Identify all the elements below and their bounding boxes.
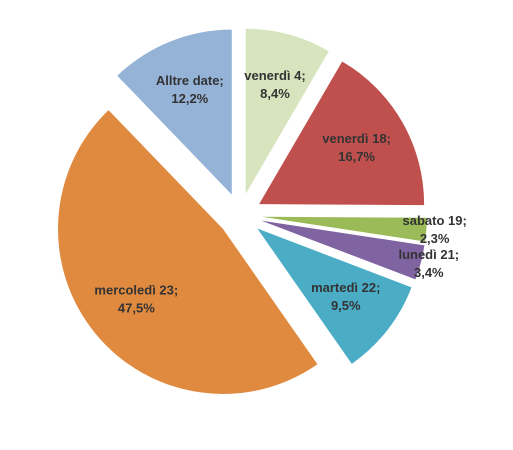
slice-value-label: 2,3% bbox=[420, 231, 450, 246]
pie-slice bbox=[245, 28, 329, 194]
pie-slice bbox=[117, 29, 232, 195]
slice-category: sabato 19; bbox=[402, 213, 466, 228]
slice-category: Alltre date; bbox=[156, 73, 224, 88]
pie-slice bbox=[58, 110, 318, 394]
pie-slice bbox=[261, 220, 425, 280]
slice-category: venerdì 4; bbox=[244, 68, 305, 83]
slice-value-label: 9,5% bbox=[331, 298, 361, 313]
pie-slice bbox=[259, 61, 425, 206]
slice-value-label: 16,7% bbox=[338, 149, 375, 164]
slice-value-label: 3,4% bbox=[414, 265, 444, 280]
slice-category: venerdì 18; bbox=[322, 131, 391, 146]
slice-value-label: 12,2% bbox=[171, 91, 208, 106]
slice-category: mercoledì 23; bbox=[94, 283, 178, 298]
pie-slice bbox=[257, 228, 412, 364]
slice-value-label: 47,5% bbox=[118, 301, 155, 316]
pie-slice bbox=[261, 216, 427, 242]
slice-value-label: 8,4% bbox=[260, 86, 290, 101]
slice-category: lunedì 21; bbox=[398, 247, 459, 262]
slice-category: martedì 22; bbox=[311, 280, 380, 295]
